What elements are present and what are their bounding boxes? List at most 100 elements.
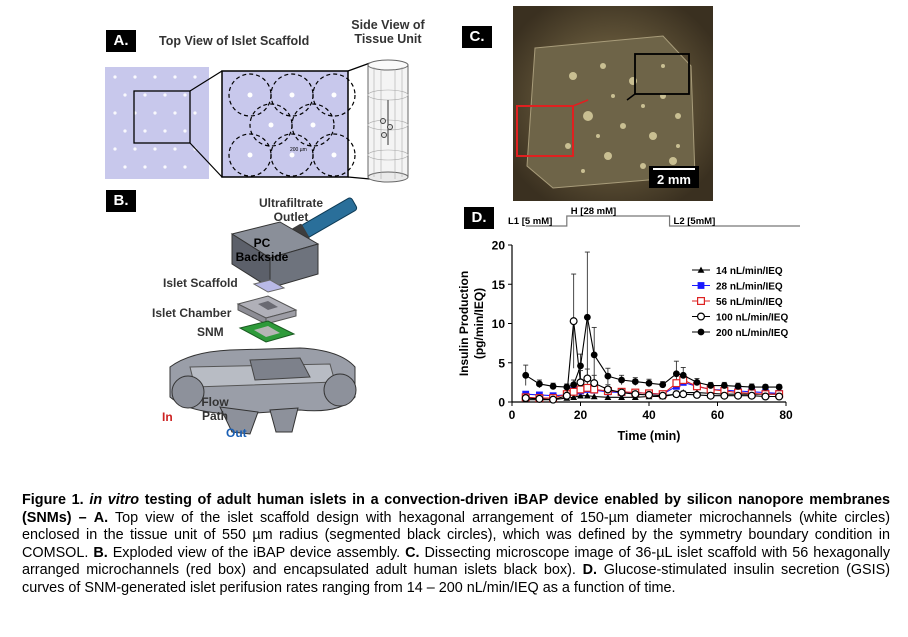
panel-b-tag: B. [106,190,136,212]
islet-scaffold-label: Islet Scaffold [163,276,238,290]
scale-bar-label: 2 mm [657,172,691,187]
red-box [516,105,574,157]
ultrafiltrate-line2: Outlet [273,210,309,224]
data-point [645,390,654,399]
data-point [762,383,769,391]
data-point [679,371,687,379]
scaffold-channels [113,75,197,169]
side-title-line1: Side View of [351,18,425,32]
data-point [590,351,598,359]
x-tick-label: 60 [711,408,725,422]
panel-d-tag: D. [464,207,494,229]
caption-b-tag: B. [93,544,108,561]
data-point [734,382,742,390]
data-point [569,317,578,326]
caption-d-tag: D. [582,562,597,578]
caption-b-text: Exploded view of the iBAP device assembl… [112,544,401,561]
data-point [673,370,680,378]
y-tick-label: 20 [492,239,506,253]
zoomed-scaffold [221,70,349,178]
device-base [169,347,357,435]
legend-marker [697,328,705,336]
data-point [583,392,591,399]
data-point [583,313,591,321]
legend-label: 56 nL/min/IEQ [716,297,783,308]
data-point [617,388,626,397]
side-title-line2: Tissue Unit [354,32,422,46]
data-point [618,393,625,401]
zoom-box [133,90,191,144]
data-point [577,362,584,370]
chart-legend: 14 nL/min/IEQ 28 nL/min/IEQ 56 nL/min/IEQ 1… [692,266,788,339]
data-point [645,379,653,387]
scale-text: 200 µm [290,147,307,153]
data-point [522,371,530,379]
data-point [563,383,571,391]
islet-chamber-label: Islet Chamber [152,306,232,320]
legend-label: 200 nL/min/IEQ [716,328,788,339]
data-point [576,385,585,394]
caption-a-text: Top view of the islet scaffold design wi… [22,509,890,561]
data-point [692,390,701,399]
y-tick-label: 0 [498,396,505,410]
device-exploded-view: PC Backside [169,197,358,435]
microscope-photo [513,6,713,201]
data-point [576,378,585,387]
caption-title: testing of adult human islets in a conve… [22,492,890,526]
data-point [603,385,612,394]
data-point [549,395,558,404]
ultrafiltrate-label: Ultrafiltrate Outlet [256,196,326,224]
data-point [604,393,612,401]
gsis-chart: L1 [5 mM] H [28 mM] L2 [5mM] 0 5 10 15 20 0 20 40… [457,206,800,443]
y-tick-label: 5 [498,356,505,370]
caption-italic: in vitro [89,492,139,508]
data-point [734,391,743,400]
x-tick-label: 40 [642,408,656,422]
data-point [536,380,543,388]
in-label: In [162,410,173,424]
data-point [583,374,592,383]
data-point [549,382,557,390]
y-axis-label-line2: (pg/min/IEQ) [472,288,486,359]
data-point [658,391,667,400]
data-point [577,392,584,399]
series-line [525,317,780,388]
data-point [775,392,784,401]
tissue-unit-cylinder [367,59,409,183]
legend-marker [697,296,706,305]
ultrafiltrate-line1: Ultrafiltrate [258,196,323,210]
data-point [748,383,756,391]
x-tick-label: 0 [509,408,516,422]
y-tick-label: 15 [492,278,506,292]
data-point [693,378,701,386]
snm-label: SNM [197,325,224,339]
pc-block [230,221,320,289]
data-point [631,390,640,399]
caption-a-tag: A. [93,509,109,526]
y-tick-label: 10 [492,317,506,331]
figure-caption: Figure 1. in vitro testing of adult huma… [22,492,890,597]
caption-c-text: Dissecting microscope image of 36-µL isl… [22,544,891,579]
legend-marker [697,282,705,289]
caption-c-tag: C. [405,544,420,561]
pc-label-2: Backside [236,250,289,264]
data-point [775,383,783,391]
phase-step-line [525,215,800,227]
data-point [672,379,681,388]
data-point [618,376,625,384]
data-point [570,381,578,389]
x-tick-label: 80 [779,408,793,422]
data-point [590,393,598,400]
flow-line2: Path [201,409,228,423]
flow-line1: Flow [201,395,229,409]
tissue-units [228,73,356,177]
phase-label: L2 [5mM] [674,216,716,227]
pc-label-1: PC [254,236,271,250]
phase-bar: L1 [5 mM] H [28 mM] L2 [5mM] [508,206,800,227]
data-point [631,378,639,385]
islet-chamber [236,295,298,325]
data-point [569,387,578,396]
data-point [707,382,715,389]
panel-a-tag: A. [106,30,136,52]
black-box [634,53,690,95]
